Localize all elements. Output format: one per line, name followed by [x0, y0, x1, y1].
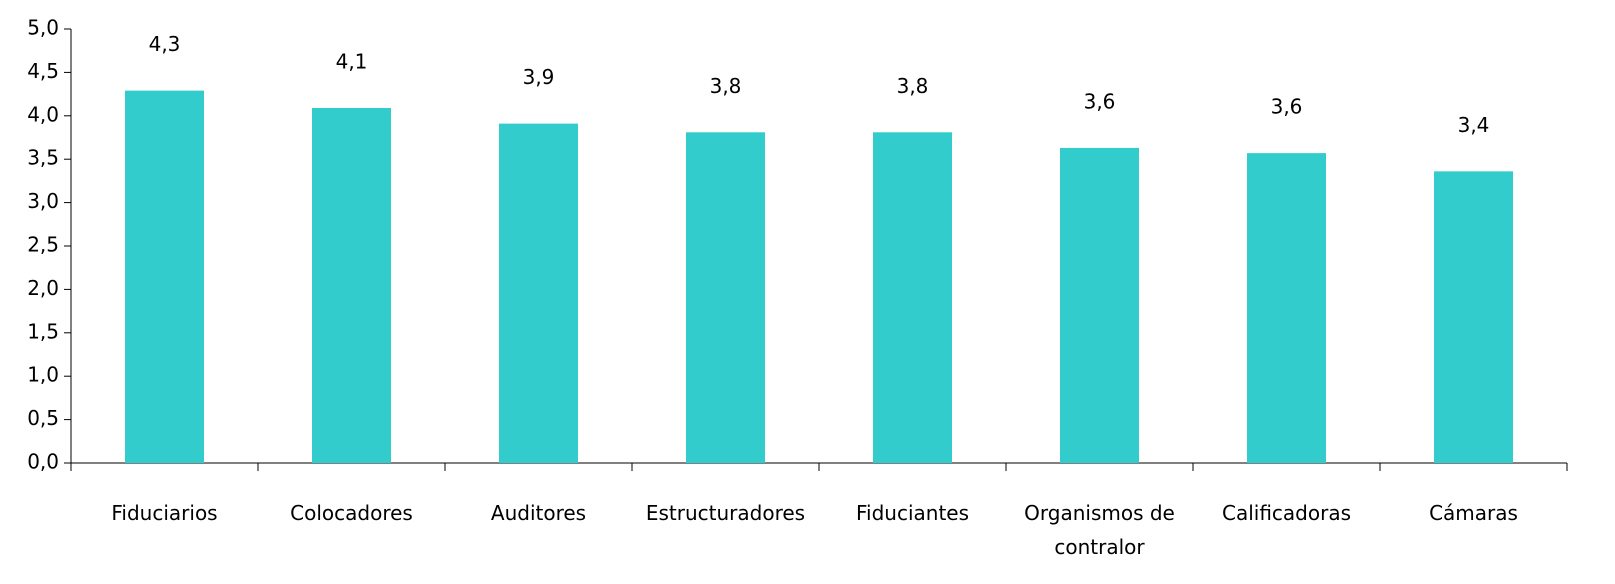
value-label: 3,4: [1458, 113, 1490, 137]
value-label: 4,1: [336, 49, 368, 73]
bar: [686, 132, 765, 464]
x-tick-label: Organismos de contralor: [1024, 501, 1175, 559]
value-label: 3,8: [897, 74, 929, 98]
x-tick-label: Auditores: [490, 501, 587, 525]
bar: [1434, 171, 1513, 464]
x-tick-label: Colocadores: [290, 501, 413, 525]
y-tick-label: 0,5: [27, 406, 59, 430]
bar: [873, 132, 952, 464]
bar: [312, 107, 391, 463]
y-tick-label: 4,5: [27, 59, 59, 83]
y-tick-label: 5,0: [27, 16, 59, 40]
bar: [125, 90, 204, 464]
value-label: 3,8: [710, 74, 742, 98]
x-tick-label: Fiduciarios: [111, 501, 218, 525]
x-tick-label: Calificadoras: [1221, 501, 1351, 525]
y-tick-label: 2,0: [27, 276, 59, 300]
value-label: 4,3: [149, 32, 181, 56]
y-tick-label: 1,5: [27, 319, 59, 343]
y-tick-label: 4,0: [27, 102, 59, 126]
bar: [1247, 153, 1326, 463]
y-tick-label: 3,0: [27, 189, 59, 213]
value-label: 3,9: [523, 65, 555, 89]
y-tick-label: 0,0: [27, 450, 59, 474]
value-label: 3,6: [1271, 95, 1303, 119]
bar: [499, 123, 578, 463]
y-tick-label: 2,5: [27, 233, 59, 257]
y-tick-label: 3,5: [27, 146, 59, 170]
x-tick-label: Cámaras: [1429, 501, 1518, 525]
y-tick-label: 1,0: [27, 363, 59, 387]
x-tick-label: Fiduciantes: [855, 501, 970, 525]
x-tick-label: Estructuradores: [645, 501, 806, 525]
value-label: 3,6: [1084, 89, 1116, 113]
bar: [1060, 147, 1139, 463]
